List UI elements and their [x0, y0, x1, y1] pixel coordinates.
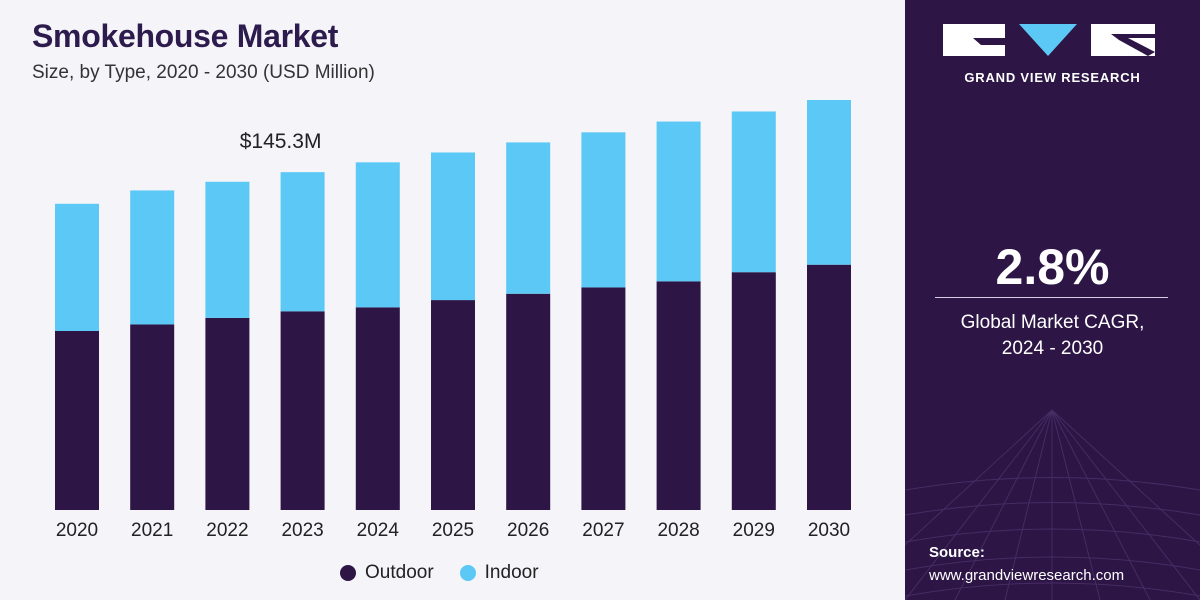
data-label-2023: $145.3M — [240, 130, 322, 153]
x-tick-label-2022: 2022 — [206, 520, 248, 541]
bar-indoor-2026 — [506, 142, 551, 294]
legend-label-outdoor: Outdoor — [365, 562, 434, 583]
bar-outdoor-2029 — [731, 272, 776, 510]
bar-indoor-2028 — [656, 121, 701, 282]
bar-outdoor-2020 — [55, 331, 99, 510]
bar-indoor-2021 — [130, 190, 175, 325]
x-tick-label-2024: 2024 — [357, 520, 400, 541]
bar-outdoor-2023 — [280, 311, 325, 510]
bar-outdoor-2025 — [431, 300, 475, 510]
legend-item-outdoor: Outdoor — [340, 562, 434, 584]
perspective-grid-decoration — [905, 409, 1200, 600]
bar-indoor-2024 — [355, 162, 400, 308]
cagr-value: 2.8% — [995, 239, 1110, 295]
gvr-logo-icon — [943, 24, 1155, 56]
bar-outdoor-2027 — [581, 287, 626, 510]
divider — [935, 297, 1168, 298]
bar-indoor-2027 — [581, 132, 626, 288]
bar-outdoor-2022 — [205, 317, 250, 510]
x-tick-label-2028: 2028 — [657, 520, 699, 541]
x-tick-label-2027: 2027 — [582, 520, 624, 541]
bar-outdoor-2028 — [656, 281, 701, 510]
bar-outdoor-2024 — [355, 307, 400, 510]
x-tick-label-2025: 2025 — [432, 520, 474, 541]
x-tick-label-2023: 2023 — [281, 520, 323, 541]
bar-indoor-2029 — [731, 111, 776, 273]
stacked-bar-chart: 2020 2021 2022 2023 2024 2025 2026 2027 2028 2029… — [55, 100, 851, 541]
legend-item-indoor: Indoor — [459, 562, 539, 584]
legend-swatch-outdoor — [340, 565, 356, 581]
cagr-label: Global Market CAGR, 2024 - 2030 — [905, 310, 1200, 362]
bar-indoor-2025 — [431, 152, 475, 301]
chart-subtitle: Size, by Type, 2020 - 2030 (USD Million) — [32, 62, 375, 83]
legend-label-indoor: Indoor — [484, 562, 539, 583]
bar-indoor-2020 — [55, 203, 99, 332]
x-tick-label-2029: 2029 — [733, 520, 775, 541]
cagr-sidebar: GRAND VIEW RESEARCH 2.8% Global Market C… — [905, 0, 1200, 600]
bar-indoor-2022 — [205, 181, 250, 318]
source-link[interactable]: www.grandviewresearch.com — [929, 567, 1125, 584]
x-tick-label-2020: 2020 — [56, 520, 98, 541]
source-label: Source: — [929, 544, 985, 561]
bar-outdoor-2021 — [130, 324, 175, 510]
x-tick-label-2021: 2021 — [131, 520, 173, 541]
x-tick-label-2030: 2030 — [808, 520, 850, 541]
cagr-label-line1: Global Market CAGR, — [960, 312, 1145, 333]
chart-title: Smokehouse Market — [32, 18, 339, 54]
chart-legend: Outdoor Indoor — [340, 562, 539, 584]
brand-name: GRAND VIEW RESEARCH — [964, 70, 1141, 85]
chart-panel: Smokehouse Market Size, by Type, 2020 - … — [32, 18, 851, 584]
bar-outdoor-2026 — [506, 293, 551, 510]
legend-swatch-indoor — [459, 565, 476, 581]
cagr-label-line2: 2024 - 2030 — [1001, 338, 1104, 359]
x-tick-label-2026: 2026 — [507, 520, 549, 541]
bar-indoor-2030 — [807, 100, 851, 265]
bar-indoor-2023 — [280, 172, 325, 312]
bar-outdoor-2030 — [807, 264, 851, 510]
